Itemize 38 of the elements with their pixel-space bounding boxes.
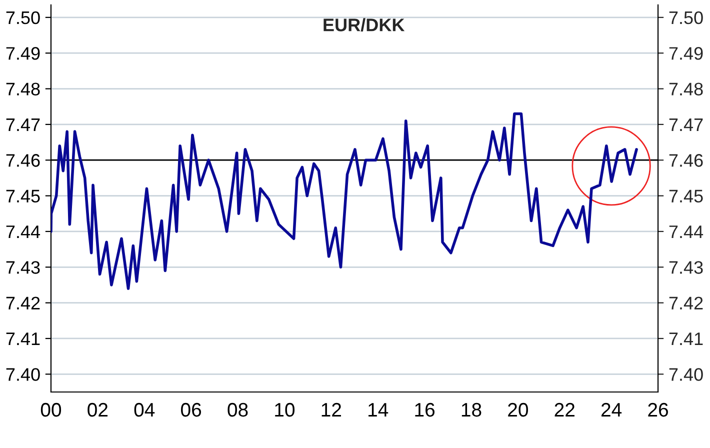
y2-tick-label: 7.43 <box>669 261 703 274</box>
y2-tick-label: 7.50 <box>669 11 703 24</box>
x-tick-label: 20 <box>508 402 528 417</box>
line-series <box>50 112 638 290</box>
y-tick-label: 7.40 <box>6 368 40 381</box>
y2-tick-label: 7.41 <box>669 332 703 346</box>
y-tick-label: 7.44 <box>6 226 40 238</box>
y2-tick-label: 7.45 <box>669 190 703 203</box>
y-tick-label: 7.49 <box>6 47 40 60</box>
y-tick-label: 7.41 <box>6 332 40 346</box>
y-tick-label: 7.46 <box>6 154 40 167</box>
x-tick-label: 00 <box>40 402 62 417</box>
x-tick-label: 24 <box>601 402 622 417</box>
text: EUR/DKK <box>324 18 405 32</box>
y2-tick-label: 7.40 <box>669 368 703 381</box>
y2-tick-label: 7.47 <box>669 118 703 131</box>
x-tick-label: 04 <box>134 402 155 417</box>
y-tick-label: 7.48 <box>6 82 40 96</box>
y2-tick-label: 7.46 <box>669 154 703 167</box>
x-tick-label: 10 <box>275 402 295 417</box>
y-tick-label: 7.50 <box>6 11 40 24</box>
x-tick-label: 12 <box>322 402 341 417</box>
y-tick-label: 7.47 <box>6 118 40 131</box>
x-tick-label: 02 <box>88 402 108 417</box>
y2-tick-label: 7.49 <box>669 47 703 60</box>
y2-tick-label: 7.48 <box>669 82 703 96</box>
x-tick-label: 22 <box>554 402 574 417</box>
x-tick-label: 18 <box>462 402 482 417</box>
x-tick-label: 14 <box>368 403 388 417</box>
y-tick-label: 7.45 <box>6 190 40 203</box>
x-tick-label: 06 <box>181 402 202 417</box>
y-tick-label: 7.43 <box>6 261 40 274</box>
x-tick-label: 16 <box>415 402 435 417</box>
y2-tick-label: 7.44 <box>669 226 704 238</box>
y-tick-label: 7.42 <box>6 296 40 310</box>
x-tick-label: 08 <box>228 402 248 417</box>
x-tick-label: 26 <box>648 402 668 417</box>
y2-tick-label: 7.42 <box>669 296 703 310</box>
